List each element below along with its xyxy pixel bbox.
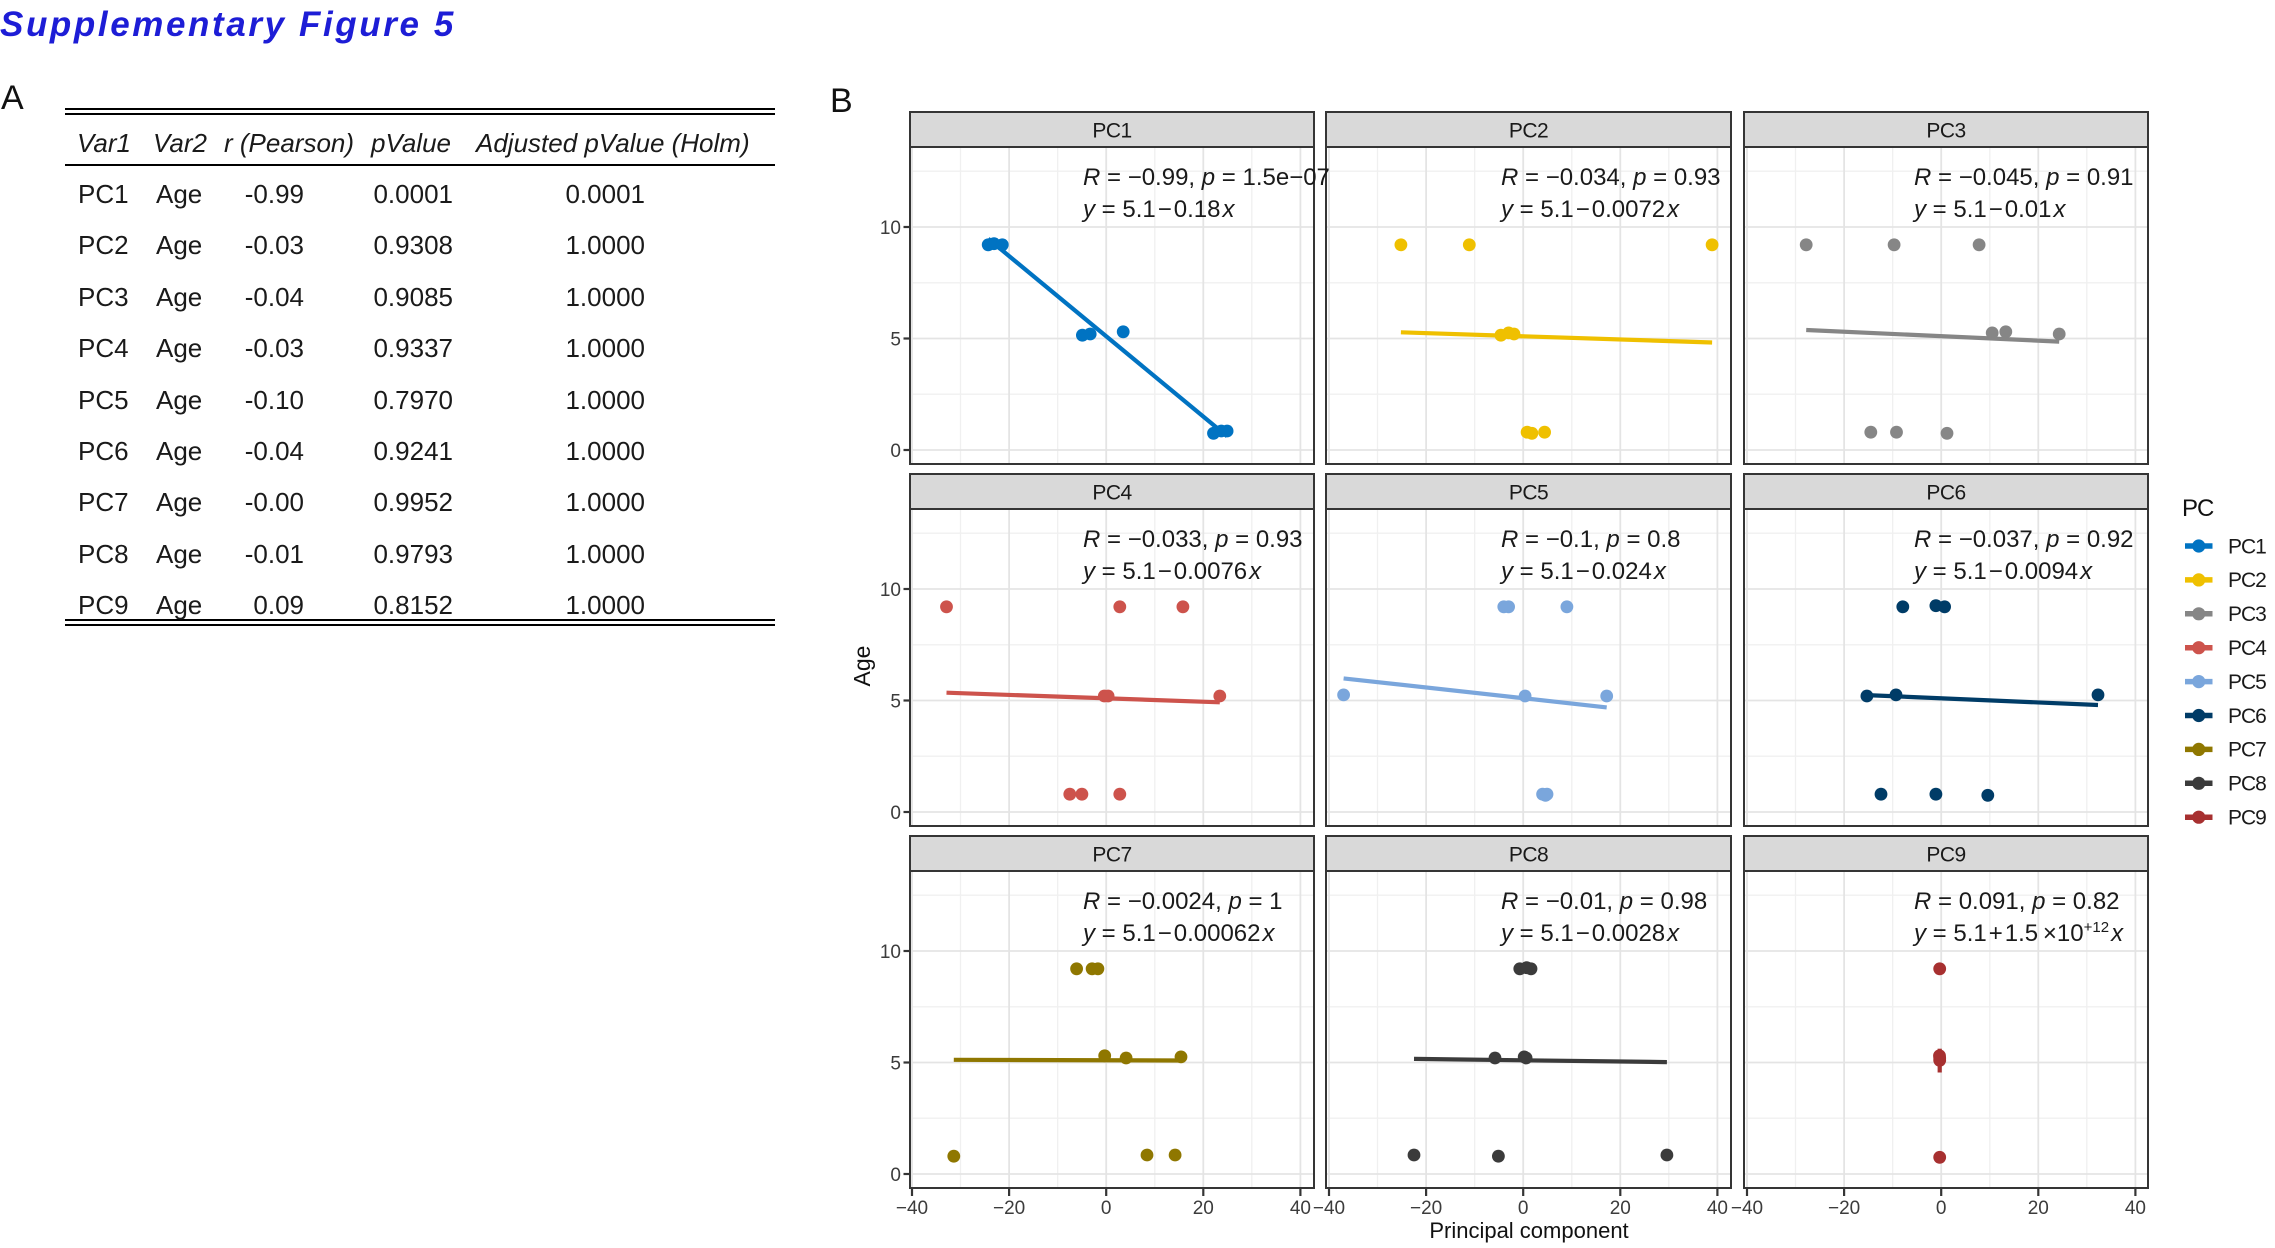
svg-text:PC3: PC3 [2228, 603, 2266, 626]
svg-text:−20: −20 [993, 1198, 1025, 1219]
svg-text:−40: −40 [1731, 1198, 1763, 1219]
svg-text:0: 0 [890, 441, 901, 462]
svg-text:PC9: PC9 [2228, 807, 2266, 830]
svg-text:40: 40 [1707, 1198, 1728, 1219]
svg-text:PC6: PC6 [2228, 705, 2266, 728]
svg-text:20: 20 [2028, 1198, 2049, 1219]
svg-text:PC8: PC8 [1509, 844, 1548, 867]
svg-text:5: 5 [890, 691, 901, 712]
svg-text:0: 0 [890, 1165, 901, 1186]
svg-text:0: 0 [890, 803, 901, 824]
svg-text:−40: −40 [896, 1198, 928, 1219]
svg-text:Principal component: Principal component [1429, 1218, 1628, 1243]
svg-text:5: 5 [890, 329, 901, 350]
svg-text:10: 10 [880, 580, 901, 601]
svg-text:PC4: PC4 [1092, 482, 1132, 505]
svg-text:−20: −20 [1828, 1198, 1860, 1219]
svg-text:PC9: PC9 [1926, 844, 1965, 867]
svg-text:PC4: PC4 [2228, 637, 2267, 660]
svg-text:PC1: PC1 [1092, 120, 1131, 143]
svg-text:PC2: PC2 [1509, 120, 1548, 143]
svg-text:0: 0 [1101, 1198, 1112, 1219]
svg-text:PC3: PC3 [1926, 120, 1965, 143]
svg-text:0: 0 [1936, 1198, 1947, 1219]
svg-text:PC7: PC7 [2228, 739, 2266, 762]
svg-text:40: 40 [1290, 1198, 1311, 1219]
svg-text:0: 0 [1518, 1198, 1529, 1219]
svg-text:PC: PC [2182, 495, 2214, 522]
svg-text:40: 40 [2125, 1198, 2146, 1219]
svg-text:10: 10 [880, 218, 901, 239]
svg-text:20: 20 [1193, 1198, 1214, 1219]
svg-text:−40: −40 [1313, 1198, 1345, 1219]
svg-text:10: 10 [880, 942, 901, 963]
svg-text:PC1: PC1 [2228, 535, 2266, 558]
svg-text:PC5: PC5 [2228, 671, 2266, 694]
svg-text:PC8: PC8 [2228, 773, 2266, 796]
svg-text:5: 5 [890, 1053, 901, 1074]
svg-text:PC7: PC7 [1092, 844, 1131, 867]
svg-text:PC2: PC2 [2228, 569, 2266, 592]
svg-text:PC5: PC5 [1509, 482, 1548, 505]
svg-text:Age: Age [849, 646, 875, 687]
svg-text:−20: −20 [1410, 1198, 1442, 1219]
svg-text:PC6: PC6 [1926, 482, 1965, 505]
svg-text:20: 20 [1610, 1198, 1631, 1219]
